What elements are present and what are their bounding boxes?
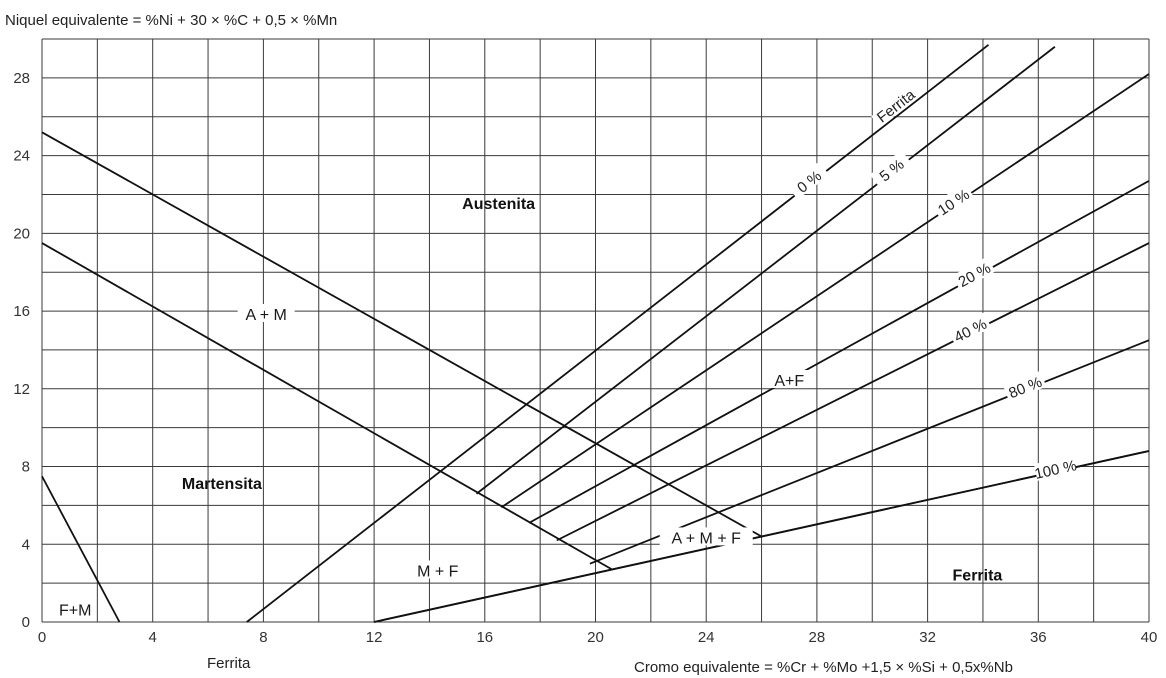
region-label-a-m-f: A + M + F — [672, 530, 742, 547]
x-tick-label: 20 — [587, 629, 604, 646]
ferrite-line-5-percent — [475, 46, 1056, 495]
phase-boundary-2 — [41, 242, 613, 571]
label-mask — [931, 182, 975, 220]
x-tick-label: 12 — [366, 629, 383, 646]
label-mask — [948, 312, 992, 346]
y-tick-label: 20 — [13, 225, 30, 242]
x-axis-title: Cromo equivalente = %Cr + %Mo +1,5 × %Si… — [634, 659, 1013, 676]
region-label-m-f: M + F — [417, 563, 459, 580]
y-tick-label: 24 — [13, 148, 30, 165]
ferrite-label-group: 20 % — [952, 256, 996, 291]
ferrite-label-group: 100 % — [1033, 455, 1078, 483]
ferrite-line-10-percent — [500, 73, 1150, 509]
region-mask — [659, 527, 753, 546]
region-label-ferrita: Ferrita — [953, 567, 1003, 584]
region-label-austenita: Austenita — [462, 196, 535, 213]
phase-boundary-1 — [41, 475, 121, 623]
x-tick-label: 8 — [259, 629, 267, 646]
region-label-a-f: A+F — [774, 373, 804, 390]
region-label-a-m: A + M — [245, 307, 286, 324]
y-axis-title: Niquel equivalente = %Ni + 30 × %C + 0,5… — [5, 12, 337, 29]
ferrite-line-80-percent — [589, 339, 1150, 565]
region-label-f-m: F+M — [59, 602, 91, 619]
y-tick-label: 4 — [22, 536, 30, 553]
phase-boundary-3 — [41, 131, 762, 538]
label-mask — [869, 150, 912, 189]
x-tick-label: 16 — [476, 629, 493, 646]
axis-ticks: 0 4 8 12 16 20 24 28 32 36 40 0 4 8 12 16 20 24 28 — [13, 70, 1157, 646]
ferrite-line-0-percent — [246, 44, 990, 623]
ferrite-label-group: 80 % — [1002, 370, 1047, 402]
label-mask — [952, 256, 996, 291]
label-mask — [1002, 370, 1047, 402]
y-tick-label: 0 — [22, 614, 30, 631]
ferrite-lines — [246, 44, 1150, 623]
y-tick-label: 8 — [22, 459, 30, 476]
y-tick-label: 12 — [13, 381, 30, 398]
x-axis-secondary-label: Ferrita — [207, 655, 251, 672]
x-tick-label: 40 — [1141, 629, 1158, 646]
ferrite-label-group: 5 % — [869, 150, 912, 189]
region-label-martensita: Martensita — [182, 476, 262, 493]
x-tick-label: 4 — [149, 629, 157, 646]
y-tick-label: 28 — [13, 70, 30, 87]
x-tick-label: 28 — [809, 629, 826, 646]
ferrite-line-100-percent — [373, 450, 1150, 623]
label-mask — [1033, 455, 1077, 481]
grid — [41, 38, 1150, 623]
x-tick-label: 32 — [919, 629, 936, 646]
label-mask — [871, 84, 921, 128]
ferrite-header: Ferrita — [874, 86, 919, 126]
x-tick-label: 24 — [698, 629, 715, 646]
region-mask — [237, 303, 295, 322]
region-mask — [55, 599, 95, 618]
ferrite-label-group: 40 % — [948, 312, 992, 346]
region-mask — [409, 560, 467, 579]
ferrite-line-20-percent — [528, 180, 1150, 524]
ferrite-line-40-percent — [556, 242, 1150, 542]
y-tick-label: 16 — [13, 303, 30, 320]
ferrite-labels: 0 % 5 %10 %20 %40 %80 %100 %Ferrita — [787, 84, 1078, 483]
label-mask — [787, 161, 830, 200]
ferrite-header-group: Ferrita — [871, 84, 921, 128]
x-tick-label: 36 — [1030, 629, 1047, 646]
region-mask — [769, 370, 809, 389]
ferrite-percent-label: 100 % — [1033, 457, 1078, 483]
x-tick-label: 0 — [38, 629, 46, 646]
region-labels: Austenita A + M Martensita A+F A + M + F M + … — [55, 196, 1003, 619]
